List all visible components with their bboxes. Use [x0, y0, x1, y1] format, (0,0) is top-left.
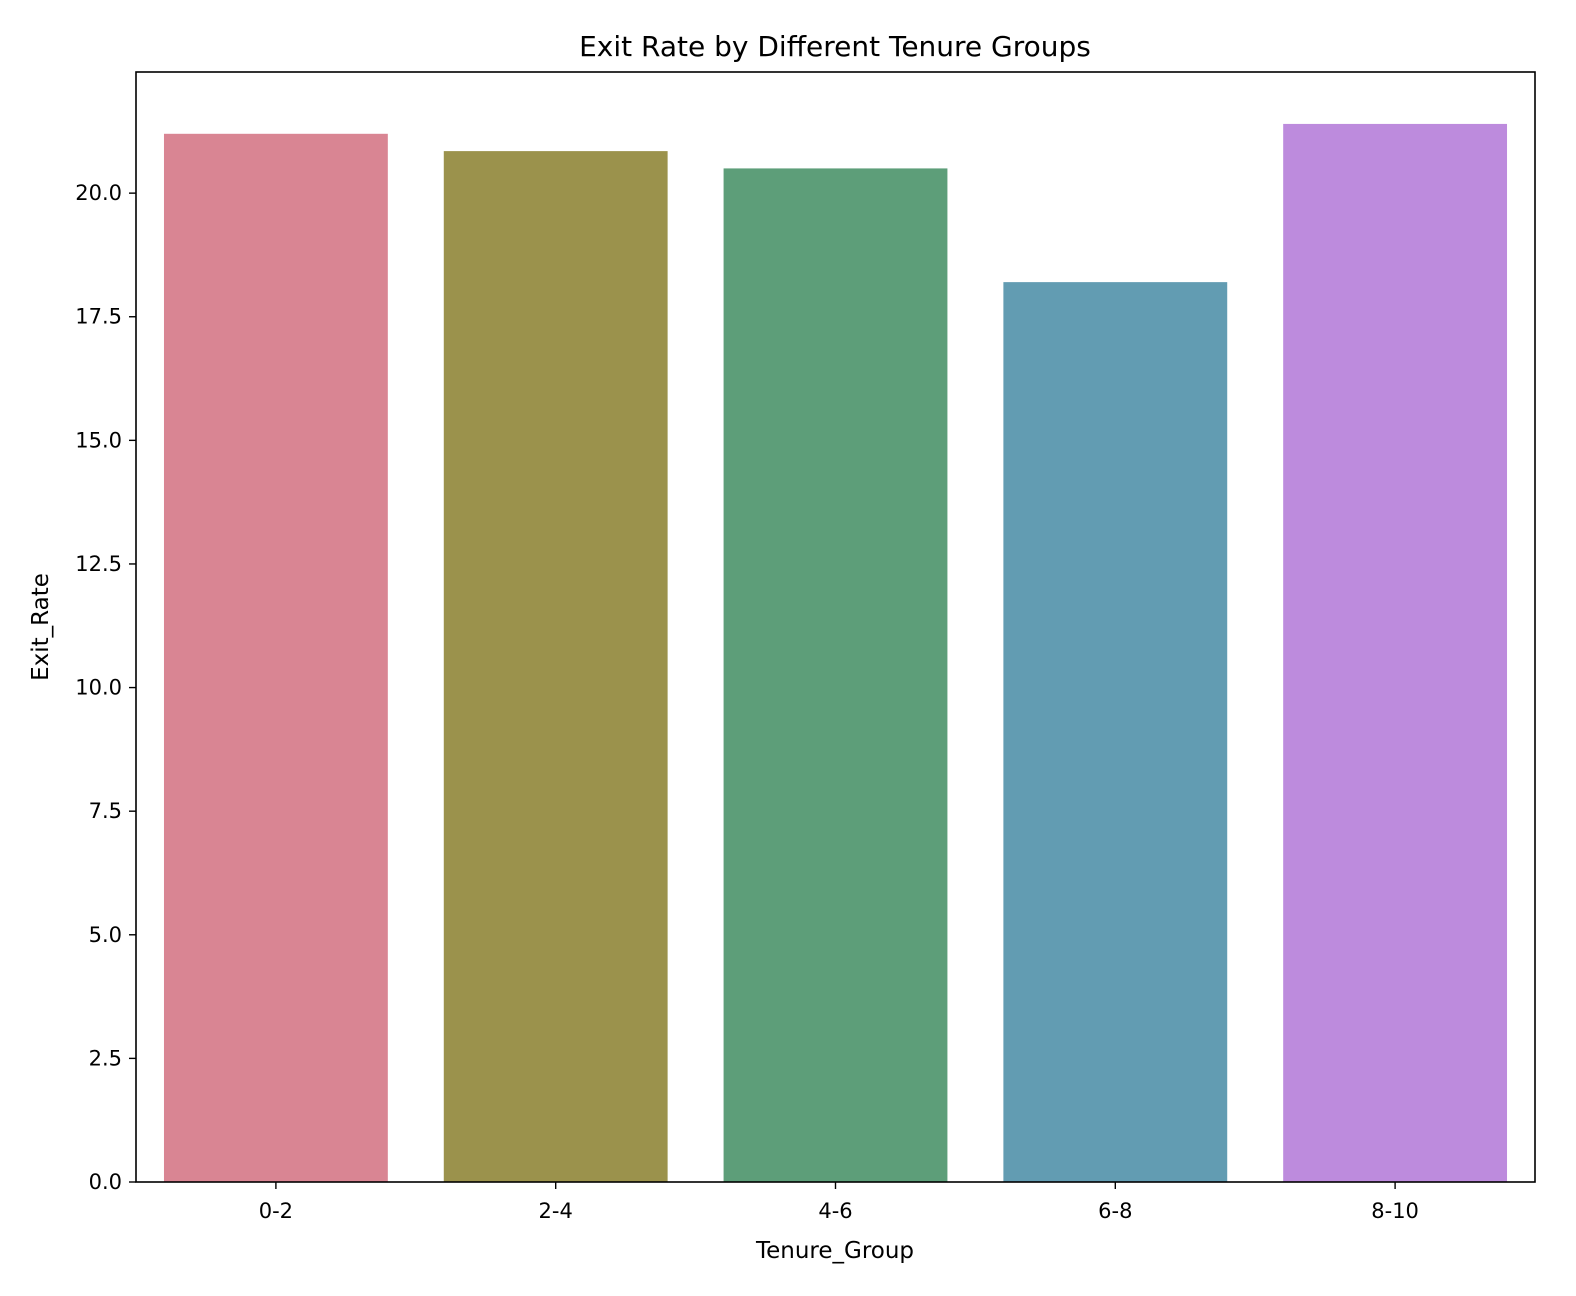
x-axis: 0-2 2-4 4-6 6-8 8-10 — [259, 1182, 1419, 1223]
x-tick-label: 2-4 — [539, 1199, 573, 1223]
x-tick-label: 6-8 — [1098, 1199, 1132, 1223]
y-tick-label: 20.0 — [75, 181, 122, 205]
x-axis-label: Tenure_Group — [755, 1238, 914, 1264]
bar-4-6 — [723, 168, 948, 1182]
y-tick-label: 15.0 — [75, 428, 122, 452]
bar-8-10 — [1283, 123, 1508, 1182]
bar-0-2 — [163, 133, 388, 1182]
y-tick-label: 17.5 — [75, 305, 122, 329]
y-tick-label: 5.0 — [89, 923, 122, 947]
y-tick-label: 12.5 — [75, 552, 122, 576]
bar-6-8 — [1003, 282, 1228, 1182]
x-tick-label: 8-10 — [1371, 1199, 1419, 1223]
x-tick-label: 0-2 — [259, 1199, 293, 1223]
chart-title: Exit Rate by Different Tenure Groups — [579, 30, 1091, 63]
y-tick-label: 7.5 — [89, 799, 122, 823]
y-tick-label: 2.5 — [89, 1046, 122, 1070]
y-axis-label: Exit_Rate — [28, 573, 54, 681]
y-tick-label: 10.0 — [75, 676, 122, 700]
y-tick-label: 0.0 — [89, 1170, 122, 1194]
y-axis: 0.0 2.5 5.0 7.5 10.0 12.5 15.0 17.5 20.0 — [75, 181, 136, 1194]
bar-2-4 — [443, 151, 668, 1183]
bars-layer — [163, 123, 1508, 1183]
x-tick-label: 4-6 — [818, 1199, 852, 1223]
axes-frame — [135, 71, 1536, 1183]
